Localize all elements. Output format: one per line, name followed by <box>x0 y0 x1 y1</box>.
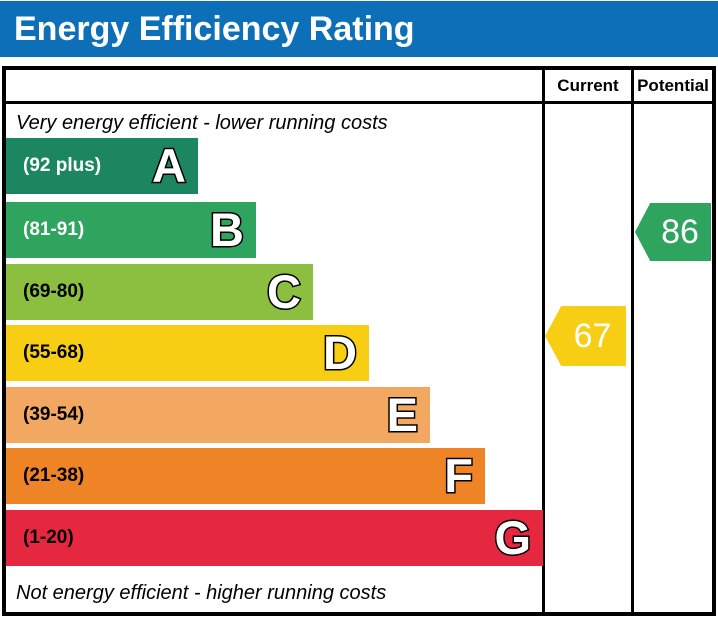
band-letter-d: D <box>322 325 359 381</box>
column-header-potential: Potential <box>637 75 709 95</box>
band-range-b: (81-91) <box>23 219 85 240</box>
band-range-a: (92 plus) <box>23 155 102 176</box>
potential-column-divider <box>631 70 634 612</box>
top-note: Very energy efficient - lower running co… <box>16 112 388 134</box>
band-row-d: (55-68) D <box>6 325 369 381</box>
current-rating-arrow: 67 <box>545 306 626 366</box>
bottom-note: Not energy efficient - higher running co… <box>16 582 387 604</box>
current-rating-value: 67 <box>573 316 612 355</box>
band-letter-f: F <box>443 448 475 504</box>
potential-rating-arrow: 86 <box>635 203 711 261</box>
header-divider <box>6 101 712 104</box>
current-column-divider <box>542 70 545 612</box>
column-header-current: Current <box>557 75 619 95</box>
band-range-e: (39-54) <box>23 404 85 425</box>
rating-table: Current Potential Very energy efficient … <box>2 66 716 616</box>
band-letter-b: B <box>209 202 246 258</box>
band-range-g: (1-20) <box>23 527 74 548</box>
band-row-a: (92 plus) A <box>6 138 198 194</box>
band-range-d: (55-68) <box>23 342 85 363</box>
band-range-f: (21-38) <box>23 465 85 486</box>
band-row-g: (1-20) G <box>6 510 543 566</box>
band-row-b: (81-91) B <box>6 202 256 258</box>
band-range-c: (69-80) <box>23 281 85 302</box>
band-letter-g: G <box>493 510 533 566</box>
title-bar: Energy Efficiency Rating <box>0 1 718 57</box>
page-title: Energy Efficiency Rating <box>14 9 415 48</box>
rating-table-inner: Current Potential Very energy efficient … <box>6 70 712 612</box>
potential-rating-value: 86 <box>661 212 699 251</box>
band-letter-a: A <box>151 138 188 194</box>
band-letter-e: E <box>385 387 419 443</box>
band-row-c: (69-80) C <box>6 264 313 320</box>
band-row-f: (21-38) F <box>6 448 485 504</box>
band-row-e: (39-54) E <box>6 387 430 443</box>
band-letter-c: C <box>266 264 303 320</box>
